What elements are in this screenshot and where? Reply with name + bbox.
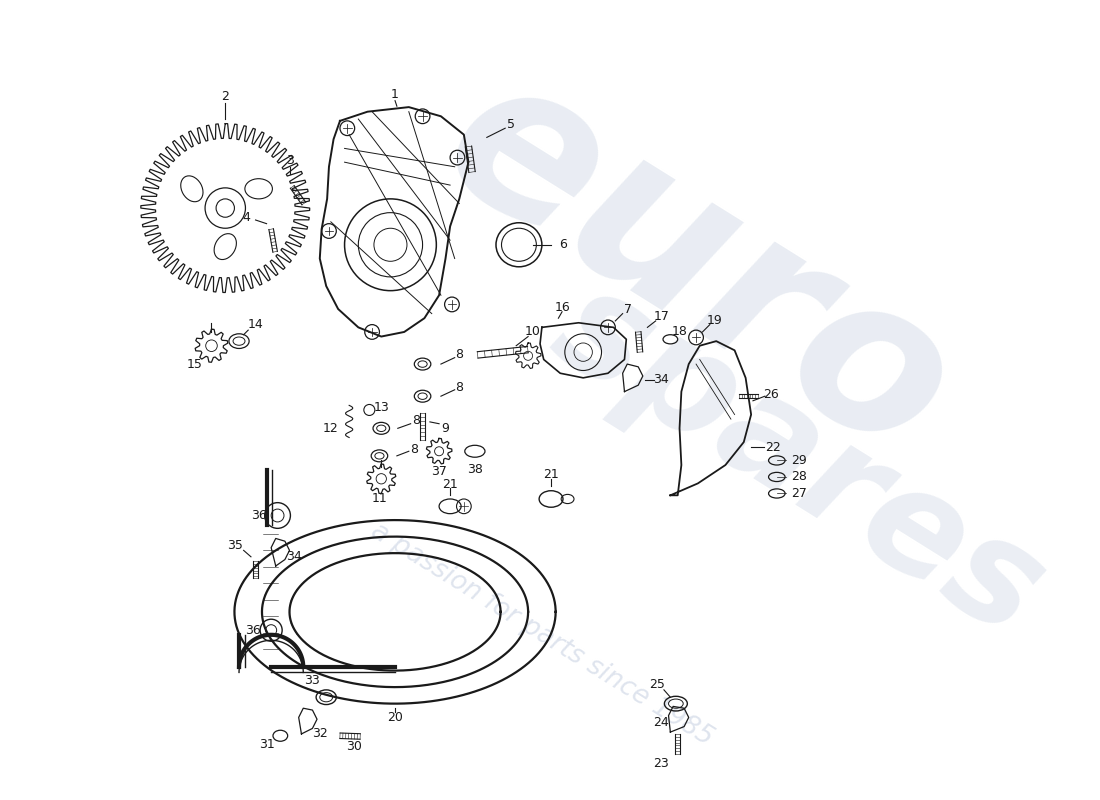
Text: 1: 1 (392, 88, 399, 101)
Text: 17: 17 (653, 310, 669, 323)
Text: a passion for parts since 1985: a passion for parts since 1985 (366, 518, 717, 751)
Text: 36: 36 (245, 624, 261, 637)
Text: 12: 12 (323, 422, 339, 435)
Text: 26: 26 (763, 388, 779, 401)
Text: 14: 14 (248, 318, 263, 331)
Text: 23: 23 (653, 757, 669, 770)
Text: 27: 27 (791, 487, 806, 500)
Text: 33: 33 (305, 674, 320, 687)
Text: 30: 30 (345, 740, 362, 754)
Text: 2: 2 (221, 90, 229, 102)
Text: 8: 8 (455, 348, 463, 362)
Text: 18: 18 (672, 326, 688, 338)
Text: 8: 8 (410, 443, 418, 456)
Text: 20: 20 (387, 711, 403, 724)
Text: 34: 34 (653, 373, 669, 386)
Text: 6: 6 (559, 238, 566, 251)
Text: 35: 35 (228, 539, 243, 552)
Text: 13: 13 (373, 401, 389, 414)
Text: spares: spares (529, 255, 1068, 666)
Text: 19: 19 (706, 314, 723, 326)
Text: 38: 38 (466, 463, 483, 476)
Text: 16: 16 (554, 301, 570, 314)
Text: 29: 29 (791, 454, 806, 467)
Text: 10: 10 (525, 326, 540, 338)
Text: 36: 36 (251, 509, 267, 522)
Text: 22: 22 (766, 441, 781, 454)
Text: 37: 37 (431, 465, 447, 478)
Text: 31: 31 (258, 738, 274, 751)
Text: 34: 34 (286, 550, 302, 563)
Text: 32: 32 (312, 727, 328, 741)
Text: 4: 4 (242, 210, 251, 224)
Text: euro: euro (408, 33, 988, 503)
Text: 15: 15 (187, 358, 202, 370)
Text: 3: 3 (286, 154, 295, 167)
Text: 8: 8 (455, 381, 463, 394)
Text: 24: 24 (653, 717, 669, 730)
Text: 8: 8 (412, 414, 420, 427)
Text: 5: 5 (507, 118, 515, 131)
Text: 7: 7 (624, 302, 632, 315)
Text: 21: 21 (543, 468, 559, 481)
Text: 9: 9 (441, 422, 450, 435)
Text: 28: 28 (791, 470, 806, 483)
Text: 25: 25 (650, 678, 666, 691)
Text: 21: 21 (442, 478, 458, 490)
Text: 11: 11 (372, 493, 387, 506)
